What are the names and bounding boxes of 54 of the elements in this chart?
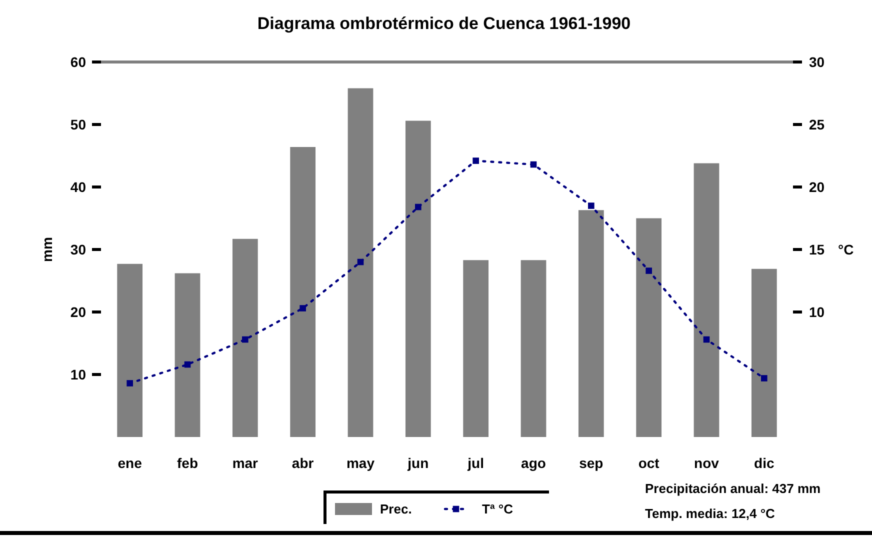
bar bbox=[636, 218, 662, 437]
y-tick-label: 10 bbox=[70, 366, 86, 382]
x-tick-label: nov bbox=[694, 455, 720, 471]
y2-tick-label: 10 bbox=[809, 304, 825, 320]
point bbox=[126, 380, 133, 386]
x-tick-label: abr bbox=[292, 455, 314, 471]
x-tick-label: mar bbox=[232, 455, 259, 471]
point bbox=[184, 361, 191, 368]
x-tick-label: feb bbox=[177, 455, 198, 471]
chart-title: Diagrama ombrotérmico de Cuenca 1961-1990 bbox=[257, 14, 631, 33]
point bbox=[300, 305, 306, 312]
bar bbox=[117, 264, 143, 437]
x-tick-label: jun bbox=[406, 455, 429, 471]
y2-tick-label: 30 bbox=[809, 54, 825, 70]
y2-tick-label: 25 bbox=[809, 116, 825, 132]
bar bbox=[751, 268, 777, 437]
point bbox=[242, 336, 248, 343]
x-tick-label: oct bbox=[638, 455, 660, 471]
y-tick-label: 60 bbox=[70, 54, 86, 70]
point bbox=[472, 158, 479, 164]
x-tick-label: ene bbox=[118, 455, 142, 471]
point bbox=[761, 375, 768, 382]
y2-tick-label: 15 bbox=[809, 241, 825, 258]
y-tick-label: 20 bbox=[70, 304, 86, 320]
x-tick-label: may bbox=[346, 455, 375, 471]
point bbox=[703, 336, 710, 343]
x-tick-label: dic bbox=[754, 455, 774, 471]
bar bbox=[174, 273, 200, 437]
bar bbox=[232, 238, 258, 437]
point bbox=[588, 202, 594, 209]
x-tick-label: jul bbox=[466, 455, 484, 471]
bar bbox=[405, 120, 431, 437]
legend-label: Prec. bbox=[380, 502, 412, 517]
y2-tick-label: 20 bbox=[809, 178, 825, 195]
point bbox=[530, 161, 537, 168]
point bbox=[357, 258, 364, 266]
y-tick-label: 40 bbox=[70, 178, 86, 195]
bar bbox=[348, 88, 374, 437]
text: Precipitación anual: 437 mm bbox=[645, 481, 821, 496]
point bbox=[415, 204, 422, 210]
y-tick-label: 50 bbox=[70, 116, 86, 132]
x-tick-label: sep bbox=[579, 455, 604, 471]
point bbox=[646, 268, 652, 274]
y-axis-title: mm bbox=[39, 237, 55, 262]
text: Temp. media: 12,4 °C bbox=[645, 506, 776, 521]
bar bbox=[463, 260, 489, 437]
y2-axis-title: °C bbox=[838, 241, 854, 258]
y-tick-label: 30 bbox=[70, 241, 86, 258]
bar bbox=[290, 147, 316, 437]
x-tick-label: ago bbox=[521, 455, 546, 471]
legend-label: Tª °C bbox=[482, 502, 514, 517]
bar bbox=[520, 260, 546, 437]
bar bbox=[694, 163, 720, 437]
bar bbox=[578, 210, 604, 437]
